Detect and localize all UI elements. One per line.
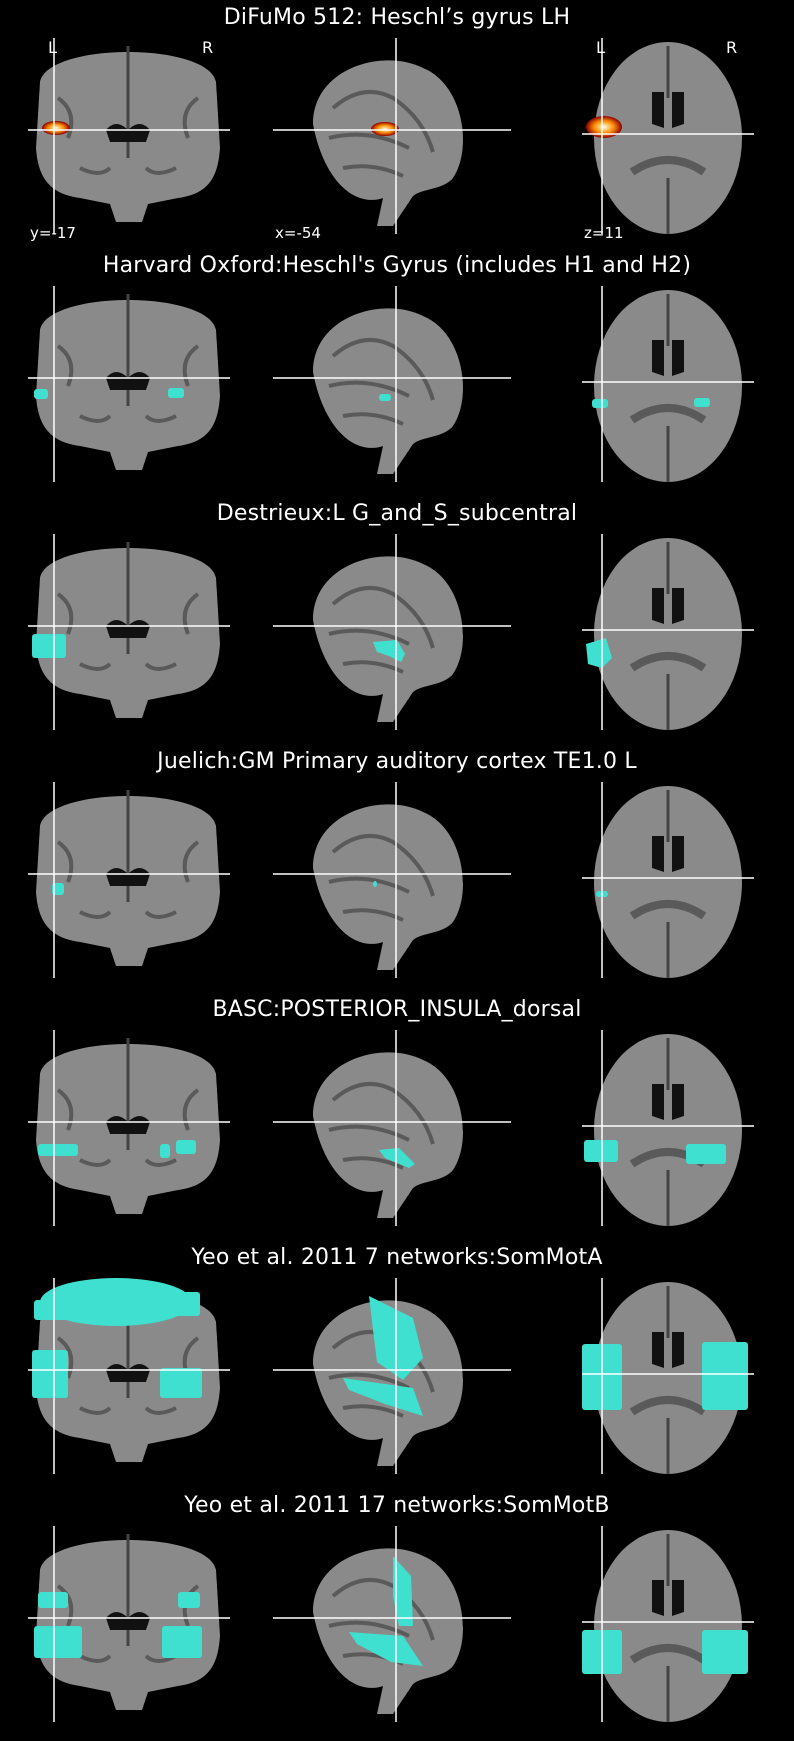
panel-title: DiFuMo 512: Heschl’s gyrus LH (223, 5, 571, 30)
atlas-region (34, 1626, 82, 1658)
panel-title: Yeo et al. 2011 7 networks:SomMotA (191, 1245, 603, 1270)
atlas-region (32, 634, 66, 658)
activation-blob (371, 122, 399, 136)
slice-coordinate-label: z=11 (584, 224, 624, 242)
orientation-right-label: R (202, 38, 214, 57)
axial-view (582, 534, 754, 738)
panel-title: Destrieux:L G_and_S_subcentral (216, 501, 578, 526)
slice-coordinate-label: x=-54 (275, 224, 321, 242)
sagittal-view (273, 534, 511, 738)
axial-view (582, 1030, 754, 1234)
activation-blob (586, 116, 622, 138)
atlas-region (702, 1342, 748, 1410)
atlas-region (592, 399, 608, 408)
atlas-region (32, 1350, 68, 1398)
atlas-region (40, 1278, 192, 1326)
axial-view (582, 1526, 754, 1730)
sagittal-view: x=-54 (273, 38, 511, 242)
atlas-panel: Juelich:GM Primary auditory cortex TE1.0… (0, 744, 794, 992)
atlas-region (343, 1378, 423, 1416)
coronal-view (28, 782, 230, 986)
panel-title: Juelich:GM Primary auditory cortex TE1.0… (157, 749, 637, 774)
slice-coordinate-label: y=-17 (30, 224, 76, 242)
atlas-region (379, 1148, 415, 1168)
coronal-view (28, 286, 230, 490)
atlas-region (158, 1292, 200, 1316)
atlas-panel: Destrieux:L G_and_S_subcentral (0, 496, 794, 744)
atlas-region (52, 883, 64, 895)
atlas-region (694, 398, 710, 407)
orientation-right-label: R (726, 38, 738, 57)
panel-title: Yeo et al. 2011 17 networks:SomMotB (184, 1493, 610, 1518)
sagittal-view (273, 1526, 511, 1730)
atlas-panel: BASC:POSTERIOR_INSULA_dorsal (0, 992, 794, 1240)
coronal-view (28, 534, 230, 738)
coronal-view (28, 1278, 230, 1482)
atlas-region (686, 1144, 726, 1164)
sagittal-view (273, 782, 511, 986)
atlas-region (349, 1632, 423, 1666)
axial-view (582, 1278, 754, 1482)
atlas-region (586, 638, 612, 668)
atlas-region (34, 389, 48, 399)
atlas-region (702, 1630, 748, 1674)
sagittal-view (273, 286, 511, 490)
atlas-region (162, 1626, 202, 1658)
coronal-view (28, 1030, 230, 1234)
orientation-left-label: L (48, 38, 57, 57)
activation-blob (42, 121, 70, 135)
atlas-region (373, 640, 405, 662)
atlas-panel: Harvard Oxford:Heschl's Gyrus (includes … (0, 248, 794, 496)
atlas-region (168, 388, 184, 398)
axial-view (582, 782, 754, 986)
atlas-region (176, 1140, 196, 1154)
sagittal-view (273, 1278, 511, 1482)
orientation-left-label: L (596, 38, 605, 57)
atlas-region (379, 394, 391, 401)
panel-title: Harvard Oxford:Heschl's Gyrus (includes … (102, 253, 692, 278)
atlas-region (584, 1140, 618, 1162)
atlas-panel: Yeo et al. 2011 7 networks:SomMotA (0, 1240, 794, 1488)
atlas-region (38, 1144, 78, 1156)
atlas-region (178, 1592, 200, 1608)
sagittal-view (273, 1030, 511, 1234)
coronal-view (28, 1526, 230, 1730)
panel-title: BASC:POSTERIOR_INSULA_dorsal (212, 997, 582, 1022)
atlas-region (393, 1556, 413, 1626)
atlas-panel: Yeo et al. 2011 17 networks:SomMotB (0, 1488, 794, 1736)
atlas-region (160, 1144, 170, 1158)
atlas-region (160, 1368, 202, 1398)
axial-view (582, 286, 754, 490)
atlas-region (38, 1592, 68, 1608)
atlas-region (373, 881, 377, 887)
